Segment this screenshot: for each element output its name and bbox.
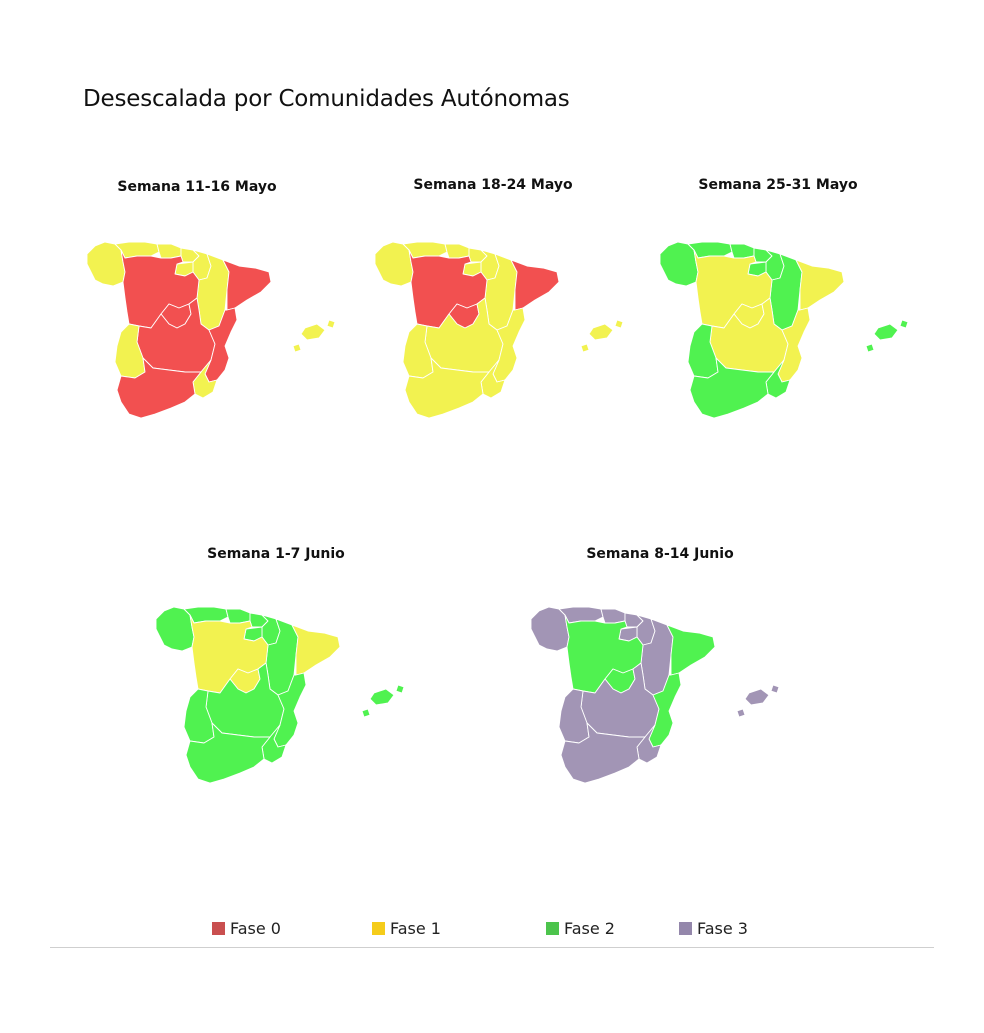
region-baleares [580,319,624,353]
spain-map [659,241,909,419]
region-andalucia [689,357,775,419]
region-andalucia [404,357,490,419]
region-cantabria [600,608,626,624]
legend-label: Fase 2 [564,919,615,938]
legend-swatch [372,922,385,935]
map-title: Semana 1-7 Junio [207,546,345,562]
legend-swatch [546,922,559,935]
region-andalucia [185,722,271,784]
map-title: Semana 11-16 Mayo [117,179,277,195]
spain-map [530,606,780,784]
spain-map [86,241,336,419]
region-valencia [204,307,238,383]
legend-label: Fase 1 [390,919,441,938]
region-valencia [777,307,811,383]
region-valencia [492,307,526,383]
map-title: Semana 18-24 Mayo [413,177,573,193]
map-title: Semana 8-14 Junio [586,546,734,562]
region-cataluna [795,259,845,311]
region-cantabria [156,243,182,259]
map-title: Semana 25-31 Mayo [698,177,858,193]
region-cataluna [222,259,272,311]
region-baleares [292,319,336,353]
legend-swatch [679,922,692,935]
region-baleares [361,684,405,718]
legend-label: Fase 3 [697,919,748,938]
region-cantabria [729,243,755,259]
region-andalucia [560,722,646,784]
page-title: Desescalada por Comunidades Autónomas [83,86,570,112]
spain-map [374,241,624,419]
region-cataluna [510,259,560,311]
region-valencia [273,672,307,748]
region-baleares [736,684,780,718]
legend-item-fase-2: Fase 2 [546,919,615,938]
region-cataluna [291,624,341,676]
spain-map [155,606,405,784]
legend-item-fase-0: Fase 0 [212,919,281,938]
legend: Fase 0 Fase 1 Fase 2 Fase 3 [0,919,984,941]
divider [50,947,934,948]
legend-item-fase-3: Fase 3 [679,919,748,938]
region-baleares [865,319,909,353]
region-cantabria [225,608,251,624]
region-valencia [648,672,682,748]
region-cataluna [666,624,716,676]
legend-label: Fase 0 [230,919,281,938]
region-andalucia [116,357,202,419]
legend-item-fase-1: Fase 1 [372,919,441,938]
legend-swatch [212,922,225,935]
region-cantabria [444,243,470,259]
